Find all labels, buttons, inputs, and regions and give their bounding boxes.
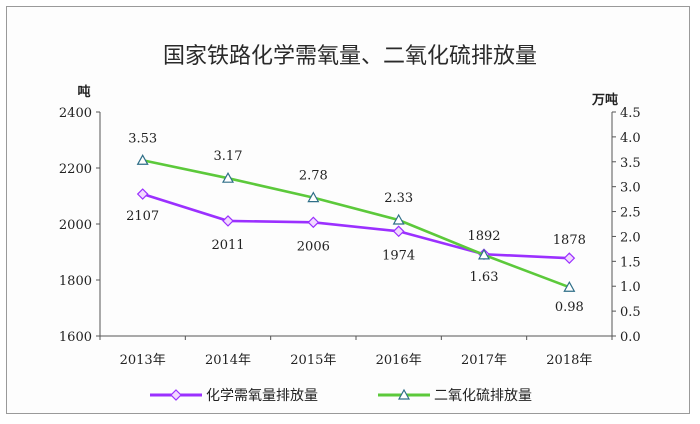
data-point-cod	[136, 188, 149, 200]
series-line-so2	[142, 159, 570, 289]
right-tick-label: 0.0	[620, 330, 641, 345]
data-point-so2	[392, 213, 405, 225]
x-tick-label: 2018年	[546, 353, 592, 368]
left-tick-label: 2000	[59, 218, 92, 233]
data-label-cod: 1892	[467, 229, 500, 244]
x-tick-label: 2013年	[120, 353, 166, 368]
legend-swatch-so2	[378, 388, 430, 400]
data-label-so2: 1.63	[470, 270, 499, 285]
right-tick-label: 4.5	[620, 106, 641, 121]
data-label-so2: 3.53	[128, 131, 157, 146]
right-tick-label: 3.5	[620, 156, 641, 171]
data-point-so2	[563, 280, 576, 292]
chart-title: 国家铁路化学需氧量、二氧化硫排放量	[162, 44, 537, 69]
data-label-so2: 2.33	[384, 191, 413, 206]
x-tick-label: 2016年	[376, 353, 422, 368]
legend-item-cod: 化学需氧量排放量	[150, 384, 318, 406]
right-tick-label: 1.0	[620, 280, 641, 295]
data-label-so2: 0.98	[555, 300, 584, 315]
chart-frame	[6, 6, 690, 414]
data-point-cod	[222, 215, 234, 227]
right-tick-label: 0.5	[620, 305, 641, 320]
data-point-so2	[307, 191, 320, 203]
data-label-cod: 1974	[382, 248, 415, 263]
left-tick-label: 2400	[59, 106, 92, 121]
data-label-so2: 3.17	[214, 149, 243, 164]
data-point-so2	[221, 171, 235, 183]
left-tick-label: 1800	[59, 274, 92, 289]
data-point-cod	[392, 225, 405, 238]
data-label-so2: 2.78	[299, 169, 328, 184]
series-line-cod	[142, 192, 570, 260]
x-tick-label: 2015年	[290, 353, 336, 368]
data-label-cod: 2107	[126, 209, 159, 224]
legend-label-cod: 化学需氧量排放量	[206, 388, 318, 404]
right-tick-label: 4.0	[620, 131, 641, 146]
legend-item-so2: 二氧化硫排放量	[378, 384, 532, 406]
data-point-cod	[307, 216, 320, 229]
right-tick-label: 2.0	[620, 230, 641, 245]
right-tick-label: 3.0	[620, 181, 641, 196]
right-tick-label: 1.5	[620, 255, 641, 270]
data-label-cod: 2006	[297, 239, 330, 254]
data-point-so2	[477, 248, 491, 260]
data-label-cod: 1878	[553, 233, 586, 248]
x-tick-label: 2017年	[461, 353, 507, 368]
data-label-cod: 2011	[211, 238, 244, 253]
left-tick-label: 2200	[59, 162, 92, 177]
data-point-cod	[563, 252, 576, 265]
legend-label-so2: 二氧化硫排放量	[434, 388, 532, 404]
legend-swatch-cod	[150, 389, 202, 401]
left-axis-unit: 吨	[77, 84, 90, 100]
data-point-so2	[136, 154, 149, 165]
left-tick-label: 1600	[59, 330, 92, 345]
right-axis-unit: 万吨	[591, 92, 618, 108]
x-tick-label: 2014年	[205, 353, 251, 368]
right-tick-label: 2.5	[620, 206, 641, 221]
